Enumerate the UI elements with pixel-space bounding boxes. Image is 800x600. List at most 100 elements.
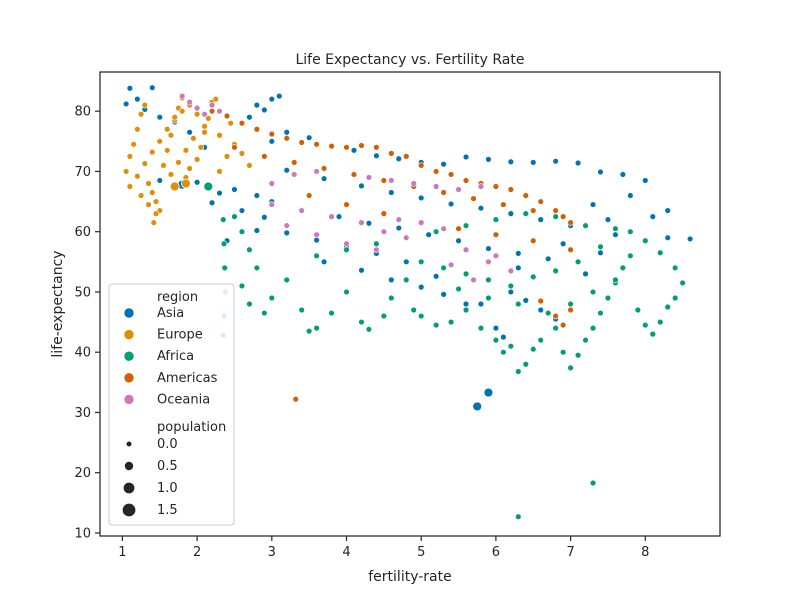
point-africa	[649, 330, 656, 338]
point-africa	[462, 306, 470, 314]
point-oceania	[477, 183, 485, 190]
point-africa	[305, 327, 313, 335]
point-europe	[156, 138, 163, 145]
point-europe	[216, 168, 223, 175]
point-africa	[589, 288, 597, 296]
point-europe	[145, 180, 152, 187]
point-asia	[462, 153, 470, 161]
point-africa	[627, 252, 634, 259]
x-tick-label: 2	[193, 545, 201, 560]
point-americas	[261, 153, 268, 160]
point-americas	[492, 231, 500, 238]
x-tick-label: 5	[417, 545, 425, 560]
legend-size-marker	[122, 503, 136, 517]
point-asia	[477, 300, 485, 308]
point-asia	[649, 213, 656, 220]
point-asia	[500, 333, 507, 341]
legend-size-label: 0.0	[157, 437, 178, 452]
point-europe	[205, 115, 212, 122]
point-americas	[388, 150, 395, 157]
point-africa	[515, 300, 522, 308]
chart-title: Life Expectancy vs. Fertility Rate	[295, 52, 524, 68]
x-tick-label: 8	[641, 545, 649, 560]
point-asia	[492, 324, 500, 332]
point-africa	[671, 294, 679, 302]
point-asia	[447, 200, 455, 208]
point-oceania	[470, 276, 477, 284]
point-asia	[477, 204, 485, 212]
point-asia	[664, 207, 671, 214]
point-asia	[395, 224, 402, 232]
point-oceania	[373, 246, 380, 253]
point-africa	[515, 513, 522, 520]
point-africa	[418, 312, 425, 320]
point-asia	[574, 159, 582, 167]
point-americas	[530, 207, 537, 214]
point-africa	[537, 336, 544, 344]
point-europe	[126, 153, 134, 160]
x-axis-label: fertility-rate	[368, 569, 451, 585]
point-americas	[507, 186, 515, 193]
point-americas	[238, 120, 246, 127]
point-oceania	[410, 180, 417, 187]
point-europe	[152, 210, 160, 217]
point-americas	[530, 237, 537, 244]
point-asia	[418, 283, 425, 291]
point-oceania	[358, 219, 365, 226]
point-asia	[619, 171, 627, 178]
point-africa	[365, 326, 373, 333]
point-europe	[223, 153, 231, 160]
point-americas	[305, 192, 313, 199]
point-asia	[440, 160, 447, 168]
point-africa	[485, 294, 492, 302]
point-europe	[137, 192, 145, 199]
y-tick-label: 60	[74, 225, 91, 240]
point-americas	[358, 142, 365, 149]
point-asia	[544, 255, 552, 263]
point-americas	[320, 165, 328, 172]
x-tick-label: 4	[342, 545, 350, 560]
point-africa	[612, 276, 619, 284]
point-europe	[134, 126, 141, 133]
point-africa	[552, 213, 559, 220]
point-americas	[537, 198, 544, 205]
point-oceania	[313, 231, 320, 238]
point-americas	[253, 126, 261, 133]
point-europe	[141, 160, 149, 167]
point-oceania	[395, 216, 402, 223]
point-oceania	[462, 246, 470, 253]
point-asia	[485, 156, 492, 163]
point-asia	[664, 234, 671, 241]
point-americas	[268, 130, 276, 138]
point-asia	[134, 95, 141, 103]
point-asia	[455, 237, 462, 244]
legend-hue-title: region	[157, 290, 198, 305]
point-americas	[455, 225, 462, 232]
point-europe	[149, 148, 156, 156]
point-asia	[276, 92, 283, 100]
point-europe	[201, 123, 208, 130]
point-asia	[582, 270, 589, 278]
point-americas	[231, 144, 238, 151]
point-asia	[485, 245, 492, 252]
point-asia	[186, 129, 193, 136]
point-oceania	[268, 201, 276, 208]
legend-label-americas: Americas	[157, 371, 218, 386]
point-americas	[552, 312, 559, 320]
point-oceania	[380, 228, 388, 235]
legend-marker-africa	[123, 350, 135, 362]
point-oceania	[328, 213, 335, 220]
y-tick-label: 70	[74, 165, 91, 180]
point-europe-large	[181, 178, 191, 189]
point-oceania	[447, 261, 455, 269]
legend-marker-americas	[123, 372, 135, 384]
point-americas	[500, 201, 507, 208]
point-europe	[167, 171, 175, 178]
point-americas	[373, 144, 380, 151]
point-asia	[126, 85, 134, 92]
point-europe	[160, 162, 167, 169]
legend-size-title: population	[157, 420, 226, 435]
point-asia	[350, 147, 358, 154]
y-tick-label: 40	[74, 346, 91, 361]
